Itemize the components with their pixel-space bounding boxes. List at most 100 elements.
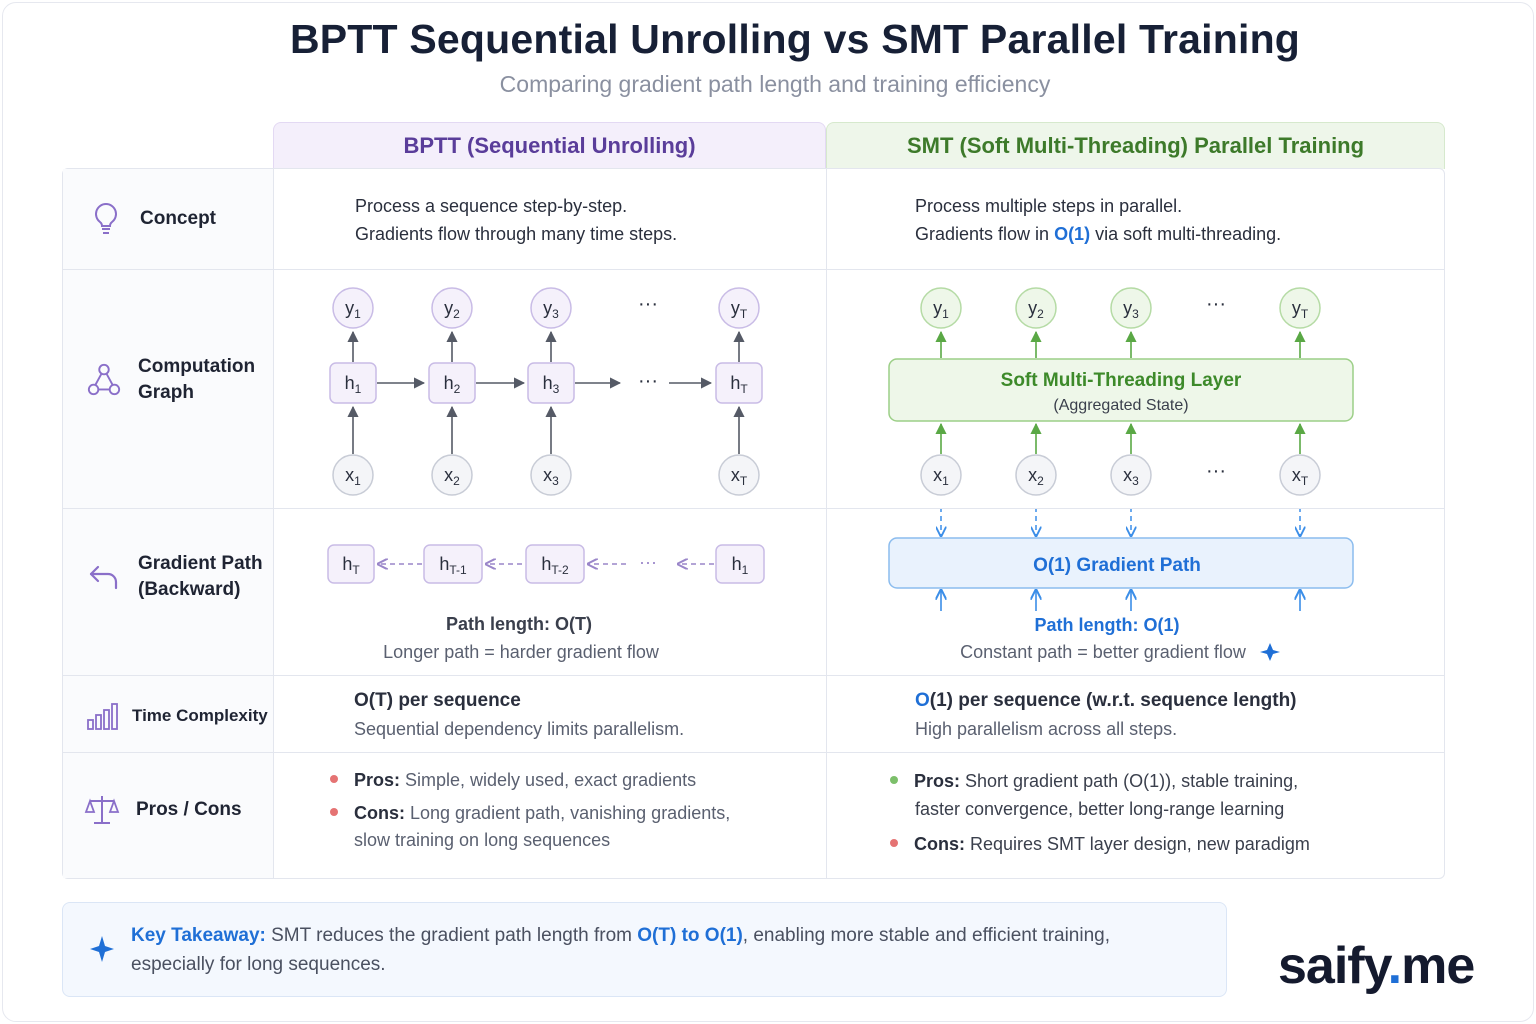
concept-smt-line: Process multiple steps in parallel. [915, 196, 1183, 216]
highlight-o1: O(1) [1054, 224, 1091, 244]
row-label-text: Concept [140, 208, 216, 229]
divider [826, 168, 827, 879]
output-node-label: y1 [345, 298, 361, 321]
input-node-x [1015, 454, 1057, 496]
smt-gradient-box-label: O(1) Gradient Path [1033, 555, 1201, 576]
input-node-label: xT [1292, 465, 1309, 488]
gradient-node [715, 544, 765, 584]
smt-layer-title: Soft Multi-Threading Layer [1001, 370, 1242, 391]
hidden-state-label: hT [730, 373, 748, 396]
divider [62, 508, 1445, 509]
bullet-dot [330, 775, 338, 784]
hidden-state-node [527, 362, 575, 404]
hidden-state-node [715, 362, 763, 404]
output-node-y [332, 287, 374, 329]
bptt-path-length: Path length: O(T) [446, 614, 592, 634]
concept-bptt-line: Gradients flow through many time steps. [355, 224, 678, 244]
smt-layer-box [888, 358, 1354, 422]
sparkle-icon [90, 936, 114, 962]
ellipsis: ··· [1206, 460, 1226, 482]
time-smt-main: O(1) per sequence (w.r.t. sequence lengt… [915, 690, 1297, 711]
input-node-label: x1 [345, 465, 361, 488]
input-node-x [718, 454, 760, 496]
smt-cons: Cons: Requires SMT layer design, new par… [890, 830, 1435, 858]
row-label-graph: Computation Graph [86, 352, 255, 408]
bptt-pros: Pros: Simple, widely used, exact gradien… [330, 767, 810, 794]
input-node-x [530, 454, 572, 496]
smt-path-length: Path length: O(1) [1035, 615, 1180, 635]
graph-nodes-icon [86, 362, 122, 398]
smt-path-note: Constant path = better gradient flow [960, 642, 1247, 662]
input-node-x [332, 454, 374, 496]
bullet-dot [890, 839, 898, 848]
bullet-dot [330, 808, 338, 817]
time-smt-sub: High parallelism across all steps. [915, 719, 1178, 739]
gradient-node [525, 544, 585, 584]
concept-smt-line: Gradients flow in O(1) via soft multi-th… [915, 224, 1282, 244]
output-node-y [1110, 287, 1152, 329]
row-label-text: Pros / Cons [136, 799, 242, 820]
output-node-y [530, 287, 572, 329]
concept-bptt-line: Process a sequence step-by-step. [355, 196, 628, 216]
comparison-table [62, 168, 1445, 879]
divider [62, 675, 1445, 676]
hidden-state-label: h1 [345, 373, 362, 396]
row-label-text: Time Complexity [132, 706, 268, 725]
row-label-text: Gradient Path (Backward) [138, 553, 263, 600]
concept-smt: Process multiple steps in parallel. Grad… [915, 192, 1281, 248]
bar-chart-icon [84, 698, 120, 734]
input-node-label: xT [731, 465, 748, 488]
proscons-smt: Pros: Short gradient path (O(1)), stable… [890, 767, 1435, 858]
page-subtitle: Comparing gradient path length and train… [499, 71, 1051, 97]
saify-logo: saify.me [1278, 937, 1475, 995]
ellipsis: ··· [639, 552, 657, 572]
output-node-label: y2 [444, 298, 460, 321]
balance-scale-icon [84, 792, 120, 828]
hidden-state-label: h3 [543, 373, 560, 396]
undo-arrow-icon [86, 559, 122, 595]
column-header-bptt: BPTT (Sequential Unrolling) [273, 122, 826, 169]
output-node-label: y3 [543, 298, 559, 321]
input-node-x [1279, 454, 1321, 496]
divider [62, 269, 1445, 270]
input-node-label: x2 [444, 465, 460, 488]
smt-gradient-path: O(1) Gradient Path Path length: O(1) Con… [888, 509, 1354, 662]
output-node-label: y1 [933, 298, 949, 321]
ellipsis: ··· [638, 370, 658, 392]
key-takeaway-text: Key Takeaway: SMT reduces the gradient p… [131, 925, 1111, 975]
divider [273, 168, 274, 879]
sparkle-icon [1260, 643, 1280, 661]
divider [62, 752, 1445, 753]
gradient-node [327, 544, 375, 584]
input-node-x [1110, 454, 1152, 496]
input-node-x [431, 454, 473, 496]
label-column [63, 169, 273, 878]
key-takeaway-box: Key Takeaway: SMT reduces the gradient p… [62, 902, 1227, 997]
row-label-gradient: Gradient Path (Backward) [86, 549, 263, 605]
hidden-state-node [428, 362, 476, 404]
row-label-text: Computation Graph [138, 356, 256, 403]
gradient-node [423, 544, 483, 584]
gradient-node-label: hT [342, 554, 360, 577]
input-node-label: x1 [933, 465, 949, 488]
lightbulb-icon [88, 201, 124, 237]
time-smt: O(1) per sequence (w.r.t. sequence lengt… [915, 687, 1297, 743]
column-header-smt: SMT (Soft Multi-Threading) Parallel Trai… [826, 122, 1445, 169]
smt-layer-subtitle: (Aggregated State) [1053, 397, 1188, 414]
input-node-label: x2 [1028, 465, 1044, 488]
gradient-node-label: hT-1 [439, 554, 467, 577]
gradient-node-label: hT-2 [541, 554, 569, 577]
output-node-y [431, 287, 473, 329]
concept-bptt: Process a sequence step-by-step. Gradien… [355, 192, 677, 248]
smt-pros: Pros: Short gradient path (O(1)), stable… [890, 767, 1435, 795]
hidden-state-label: h2 [444, 373, 461, 396]
row-label-proscons: Pros / Cons [84, 790, 242, 830]
output-node-y [1015, 287, 1057, 329]
smt-computation-graph: y1 x1 y2 x2 y3 x3 yT xT ··· ··· Soft Multi-Thread… [888, 287, 1354, 496]
output-node-label: yT [1292, 298, 1309, 321]
ellipsis: ··· [638, 293, 658, 315]
input-node-x [920, 454, 962, 496]
bptt-path-note: Longer path = harder gradient flow [383, 642, 660, 662]
row-label-concept: Concept [88, 198, 216, 240]
